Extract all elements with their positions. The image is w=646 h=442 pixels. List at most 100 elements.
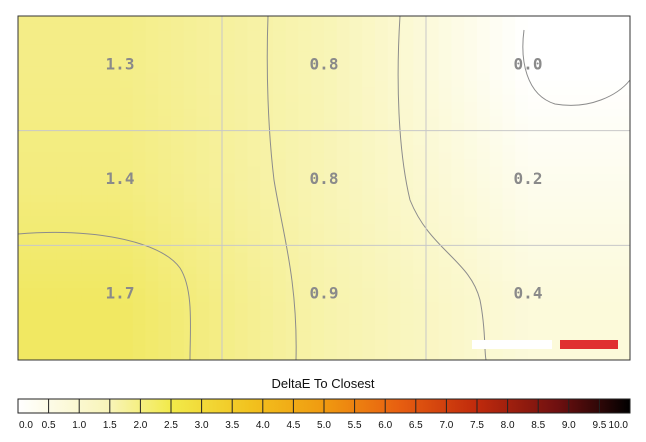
heat-sample bbox=[285, 188, 300, 196]
heat-sample bbox=[375, 102, 389, 110]
heat-sample bbox=[413, 16, 427, 24]
heat-sample bbox=[158, 238, 172, 246]
heat-sample bbox=[234, 195, 249, 203]
heat-sample bbox=[158, 309, 172, 318]
heat-sample bbox=[324, 59, 338, 67]
heat-sample bbox=[579, 152, 593, 160]
heat-sample bbox=[311, 338, 325, 347]
heat-sample bbox=[528, 87, 542, 96]
heat-sample bbox=[43, 195, 57, 203]
heat-sample bbox=[528, 152, 542, 160]
heat-sample bbox=[234, 252, 249, 261]
heat-sample bbox=[375, 23, 389, 31]
heat-sample bbox=[375, 30, 389, 39]
heat-sample bbox=[120, 231, 134, 239]
heat-sample bbox=[145, 66, 159, 74]
heat-sample bbox=[43, 116, 57, 125]
heat-sample bbox=[94, 202, 108, 211]
heat-sample bbox=[591, 309, 606, 318]
heat-sample bbox=[477, 51, 491, 60]
heat-sample bbox=[617, 345, 630, 354]
heat-sample bbox=[489, 173, 504, 182]
heat-sample bbox=[540, 166, 555, 175]
heat-sample bbox=[234, 223, 249, 232]
heat-sample bbox=[489, 109, 504, 117]
heat-sample bbox=[617, 159, 630, 168]
heat-sample bbox=[247, 102, 261, 110]
heat-sample bbox=[234, 231, 249, 239]
heat-sample bbox=[336, 281, 351, 289]
heat-sample bbox=[69, 238, 83, 246]
heat-sample bbox=[145, 73, 159, 82]
heat-sample bbox=[349, 109, 363, 117]
heat-sample bbox=[553, 216, 567, 225]
heat-sample bbox=[451, 173, 465, 182]
heat-sample bbox=[502, 231, 516, 239]
heat-sample bbox=[451, 159, 465, 168]
heat-sample bbox=[158, 109, 172, 117]
heat-sample bbox=[145, 130, 159, 139]
heat-sample bbox=[171, 145, 185, 153]
heat-sample bbox=[502, 317, 516, 325]
heat-sample bbox=[438, 231, 453, 239]
heat-sample bbox=[209, 266, 223, 275]
heat-sample bbox=[222, 44, 236, 53]
heat-sample bbox=[413, 116, 427, 125]
heat-sample bbox=[94, 73, 108, 82]
heat-sample bbox=[260, 137, 274, 146]
heat-sample bbox=[451, 195, 465, 203]
heat-sample bbox=[145, 30, 159, 39]
heat-sample bbox=[617, 16, 630, 24]
heat-sample bbox=[362, 331, 376, 340]
heat-sample bbox=[515, 231, 529, 239]
heat-sample bbox=[196, 59, 210, 67]
heat-sample bbox=[400, 274, 414, 282]
heat-sample bbox=[528, 109, 542, 117]
heat-sample bbox=[617, 338, 630, 347]
heat-sample bbox=[502, 51, 516, 60]
heat-sample bbox=[260, 345, 274, 354]
heat-sample bbox=[591, 180, 606, 189]
heat-sample bbox=[209, 51, 223, 60]
heat-sample bbox=[400, 159, 414, 168]
heat-sample bbox=[171, 324, 185, 332]
heat-sample bbox=[81, 317, 96, 325]
heat-sample bbox=[132, 195, 147, 203]
heat-sample bbox=[477, 66, 491, 74]
heat-sample bbox=[209, 180, 223, 189]
heat-sample bbox=[132, 266, 147, 275]
heat-sample bbox=[298, 245, 312, 254]
heat-sample bbox=[260, 259, 274, 268]
heat-sample bbox=[285, 180, 300, 189]
heat-sample bbox=[566, 66, 580, 74]
heat-sample bbox=[222, 345, 236, 354]
heat-sample bbox=[81, 51, 96, 60]
heat-sample bbox=[489, 238, 504, 246]
heat-sample bbox=[247, 238, 261, 246]
heat-sample bbox=[81, 80, 96, 89]
heat-sample bbox=[566, 216, 580, 225]
cell-value: 0.8 bbox=[310, 54, 339, 73]
heat-sample bbox=[515, 195, 529, 203]
heat-sample bbox=[69, 195, 83, 203]
heat-sample bbox=[260, 30, 274, 39]
heat-sample bbox=[540, 152, 555, 160]
heat-sample bbox=[209, 30, 223, 39]
heat-sample bbox=[336, 338, 351, 347]
heat-sample bbox=[617, 295, 630, 304]
heat-sample bbox=[528, 66, 542, 74]
heat-sample bbox=[451, 324, 465, 332]
heat-sample bbox=[311, 209, 325, 218]
heat-sample bbox=[247, 137, 261, 146]
heat-sample bbox=[30, 59, 45, 67]
heat-sample bbox=[285, 66, 300, 74]
heat-sample bbox=[387, 309, 402, 318]
heat-sample bbox=[81, 195, 96, 203]
heat-sample bbox=[285, 44, 300, 53]
heat-sample bbox=[502, 30, 516, 39]
heat-sample bbox=[56, 130, 70, 139]
heat-sample bbox=[298, 223, 312, 232]
heat-sample bbox=[222, 216, 236, 225]
heat-sample bbox=[94, 173, 108, 182]
heat-sample bbox=[285, 59, 300, 67]
